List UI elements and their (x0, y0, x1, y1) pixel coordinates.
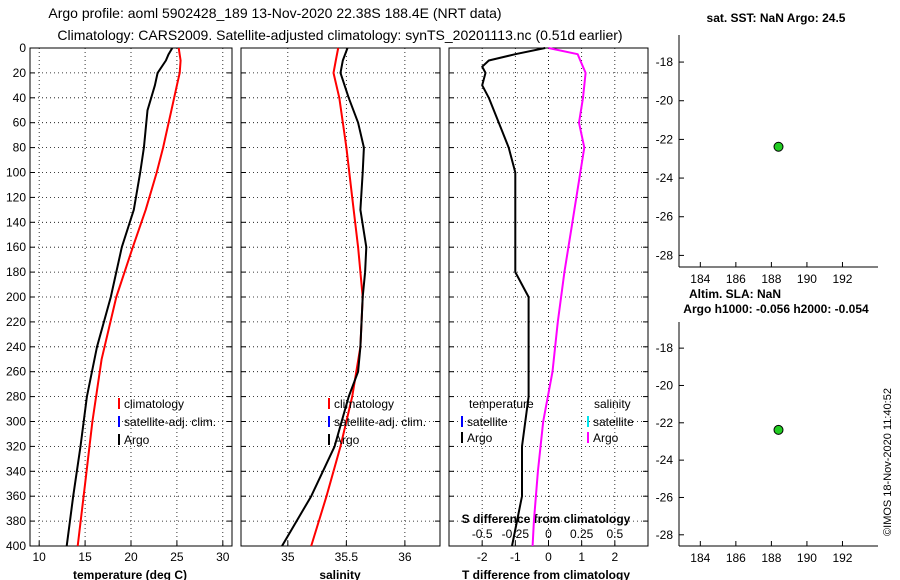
difference-s-tick-label: -0.5 (472, 527, 493, 541)
difference-t-difference-line (481, 47, 546, 547)
depth-tick-label: 300 (6, 415, 26, 429)
salinity-x-tick-label: 36 (398, 550, 412, 564)
depth-tick-label: 260 (6, 365, 26, 379)
salinity-x-tick-label: 35 (281, 550, 295, 564)
difference-temperature-legend-title: temperature (469, 397, 534, 411)
temperature-x-tick-label: 10 (33, 550, 47, 564)
sst-map-y-tick-label: -28 (656, 248, 674, 262)
sla-map-x-tick-label: 186 (726, 551, 746, 565)
sla-map-x-tick-label: 190 (797, 551, 817, 565)
figure-title-line-2: Climatology: CARS2009. Satellite-adjuste… (57, 27, 622, 43)
salinity-climatology-legend-label: climatology (334, 397, 394, 411)
difference-x-tick-label: -1 (510, 550, 521, 564)
sla-map-title: Altim. SLA: NaN (689, 287, 781, 301)
temperature-argo-line (65, 47, 174, 547)
depth-tick-label: 20 (13, 66, 27, 80)
t-difference-axis-label: T difference from climatology (462, 568, 630, 580)
temperature-x-tick-label: 30 (216, 550, 230, 564)
sst-map-x-tick-label: 190 (797, 272, 817, 286)
depth-tick-label: 80 (13, 141, 27, 155)
sst-map-y-tick-label: -26 (656, 210, 674, 224)
difference-salinity-satellite-legend-label: satellite (593, 415, 634, 429)
sla-map-subtitle: Argo h1000: -0.056 h2000: -0.054 (683, 302, 869, 316)
salinity-plot-frame (240, 47, 441, 547)
difference-x-tick-label: -2 (477, 550, 488, 564)
salinity-satellite-legend-label: satellite-adj. clim. (334, 415, 426, 429)
sst-map-x-tick-label: 188 (761, 272, 781, 286)
depth-tick-label: 140 (6, 215, 26, 229)
temperature-x-tick-label: 25 (170, 550, 184, 564)
temperature-axis-label: temperature (deg C) (73, 568, 187, 580)
depth-tick-label: 60 (13, 116, 27, 130)
depth-tick-label: 320 (6, 439, 26, 453)
salinity-argo-line (281, 47, 368, 547)
sla-map-x-tick-label: 184 (690, 551, 710, 565)
sla-map-y-tick-label: -24 (656, 453, 674, 467)
depth-tick-label: 380 (6, 514, 26, 528)
depth-tick-label: 0 (19, 41, 26, 55)
sst-map-y-tick-label: -20 (656, 94, 674, 108)
sla-map-y-tick-label: -22 (656, 416, 674, 430)
depth-tick-label: 40 (13, 91, 27, 105)
sst-map-x-tick-label: 192 (832, 272, 852, 286)
sla-map-y-tick-label: -18 (656, 341, 674, 355)
depth-tick-label: 280 (6, 390, 26, 404)
sla-map-x-tick-label: 188 (761, 551, 781, 565)
sst-map-title: sat. SST: NaN Argo: 24.5 (707, 11, 846, 25)
depth-tick-label: 180 (6, 265, 26, 279)
sst-map-x-tick-label: 184 (690, 272, 710, 286)
temperature-satellite-legend-label: satellite-adj. clim. (124, 415, 216, 429)
depth-tick-label: 400 (6, 539, 26, 553)
difference-x-tick-label: 2 (611, 550, 618, 564)
sla-map-y-tick-label: -20 (656, 378, 674, 392)
salinity-x-tick-label: 35.5 (335, 550, 359, 564)
sst-map-y-tick-label: -18 (656, 55, 674, 69)
temperature-climatology-line (76, 47, 182, 547)
sla-map-y-tick-label: -26 (656, 490, 674, 504)
difference-s-tick-label: -0.25 (502, 527, 530, 541)
difference-s-difference-line (531, 47, 587, 547)
temperature-x-tick-label: 15 (78, 550, 92, 564)
difference-s-tick-label: 0.5 (606, 527, 623, 541)
difference-temperature-satellite-legend-label: satellite (467, 415, 508, 429)
sst-map-argo-location-marker (773, 141, 784, 152)
sla-map-argo-location-marker (773, 424, 784, 435)
temperature-x-tick-label: 20 (124, 550, 138, 564)
difference-salinity-legend-title: salinity (594, 397, 631, 411)
sla-map-x-tick-label: 192 (832, 551, 852, 565)
depth-tick-label: 100 (6, 166, 26, 180)
depth-tick-label: 360 (6, 489, 26, 503)
depth-tick-label: 340 (6, 464, 26, 478)
depth-tick-label: 160 (6, 240, 26, 254)
sla-map-y-tick-label: -28 (656, 528, 674, 542)
difference-x-tick-label: 1 (578, 550, 585, 564)
depth-tick-label: 240 (6, 340, 26, 354)
s-difference-axis-label: S difference from climatology (462, 512, 631, 526)
salinity-climatology-line (310, 47, 364, 547)
difference-s-tick-label: 0.25 (570, 527, 594, 541)
temperature-climatology-legend-label: climatology (124, 397, 184, 411)
imos-timestamp-label: ©IMOS 18-Nov-2020 11:40:52 (882, 388, 894, 536)
temperature-plot-frame (29, 47, 233, 547)
salinity-argo-legend-label: Argo (334, 433, 360, 447)
depth-tick-label: 220 (6, 315, 26, 329)
sst-map-x-tick-label: 186 (726, 272, 746, 286)
difference-s-tick-label: 0 (545, 527, 552, 541)
sst-map-y-tick-label: -24 (656, 171, 674, 185)
difference-temperature-argo-legend-label: Argo (467, 431, 493, 445)
salinity-axis-label: salinity (319, 568, 361, 580)
depth-tick-label: 200 (6, 290, 26, 304)
difference-x-tick-label: 0 (545, 550, 552, 564)
figure-title-line-1: Argo profile: aoml 5902428_189 13-Nov-20… (48, 5, 501, 21)
sst-map-y-tick-label: -22 (656, 132, 674, 146)
temperature-argo-legend-label: Argo (124, 433, 150, 447)
difference-salinity-argo-legend-label: Argo (593, 431, 619, 445)
depth-tick-label: 120 (6, 190, 26, 204)
